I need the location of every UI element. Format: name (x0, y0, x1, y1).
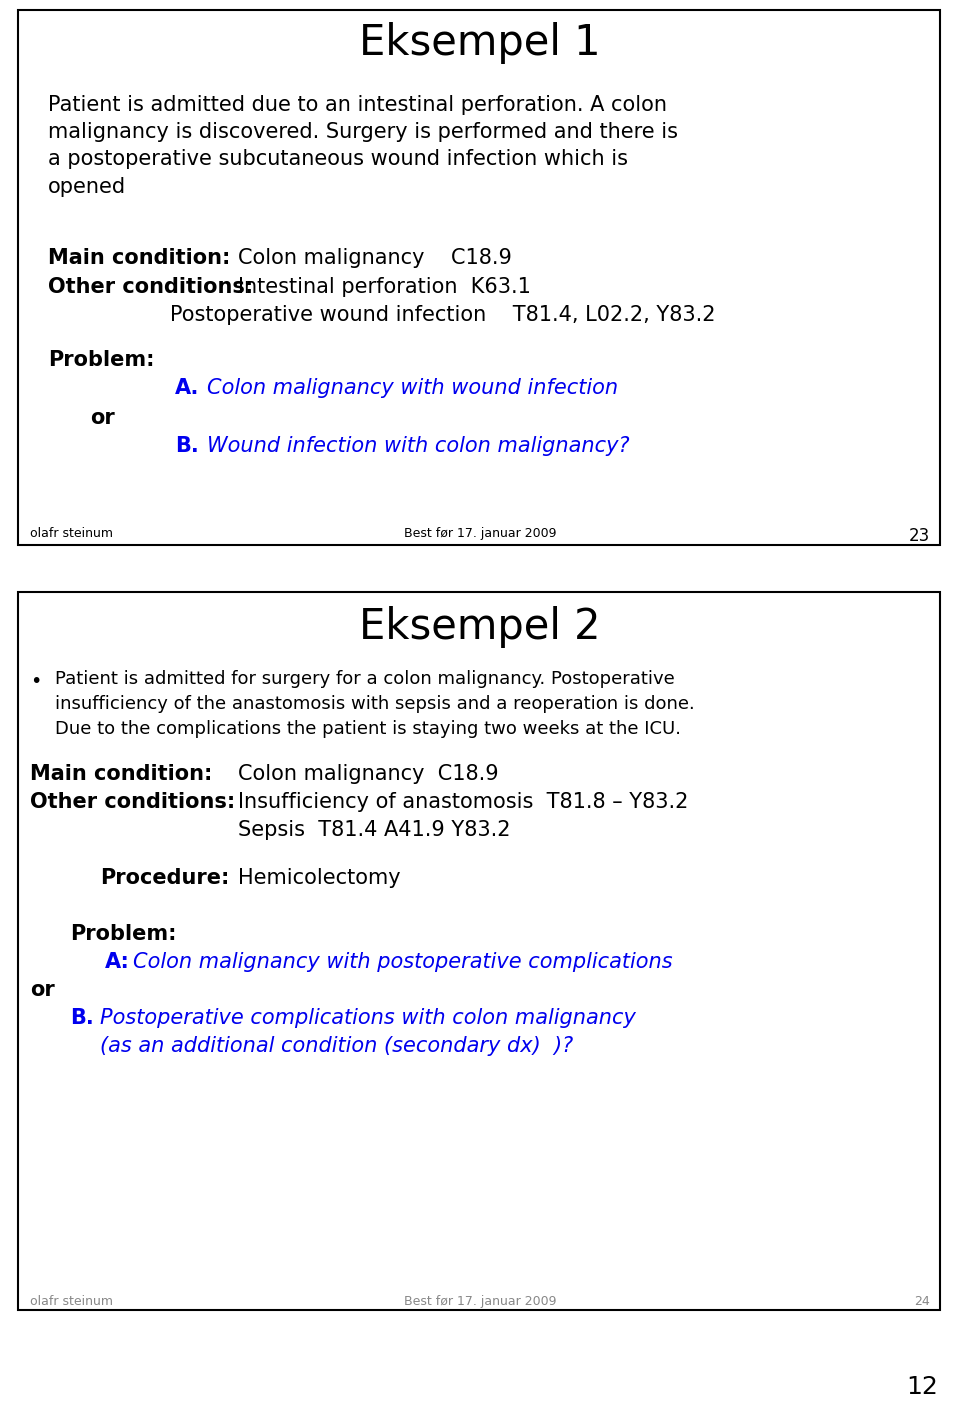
Text: 24: 24 (914, 1295, 930, 1309)
Text: Sepsis  T81.4 A41.9 Y83.2: Sepsis T81.4 A41.9 Y83.2 (238, 820, 511, 841)
Text: Postoperative complications with colon malignancy: Postoperative complications with colon m… (100, 1007, 636, 1028)
Text: Main condition:: Main condition: (48, 248, 230, 268)
Text: or: or (90, 408, 115, 427)
Text: A.: A. (175, 378, 200, 398)
Text: Best før 17. januar 2009: Best før 17. januar 2009 (404, 1295, 556, 1309)
Text: Patient is admitted due to an intestinal perforation. A colon
malignancy is disc: Patient is admitted due to an intestinal… (48, 95, 678, 196)
Text: (as an additional condition (secondary dx)  )?: (as an additional condition (secondary d… (100, 1035, 573, 1056)
Text: Postoperative wound infection    T81.4, L02.2, Y83.2: Postoperative wound infection T81.4, L02… (170, 305, 715, 325)
Text: B.: B. (70, 1007, 94, 1028)
Text: or: or (30, 981, 55, 1000)
Text: Hemicolectomy: Hemicolectomy (238, 869, 400, 888)
Text: Eksempel 1: Eksempel 1 (359, 22, 601, 64)
Text: Colon malignancy with wound infection: Colon malignancy with wound infection (207, 378, 618, 398)
Text: Problem:: Problem: (70, 925, 177, 944)
Text: Colon malignancy  C18.9: Colon malignancy C18.9 (238, 764, 498, 785)
Text: Patient is admitted for surgery for a colon malignancy. Postoperative
insufficie: Patient is admitted for surgery for a co… (55, 670, 695, 738)
Text: Wound infection with colon malignancy?: Wound infection with colon malignancy? (207, 436, 630, 455)
Text: Other conditions:: Other conditions: (48, 277, 253, 297)
FancyBboxPatch shape (18, 10, 940, 545)
Text: B.: B. (175, 436, 199, 455)
Text: Intestinal perforation  K63.1: Intestinal perforation K63.1 (238, 277, 531, 297)
Text: Best før 17. januar 2009: Best før 17. januar 2009 (404, 527, 556, 539)
Text: Main condition:: Main condition: (30, 764, 212, 785)
Text: •: • (30, 672, 41, 691)
Text: Colon malignancy with postoperative complications: Colon malignancy with postoperative comp… (133, 953, 673, 972)
Text: Insufficiency of anastomosis  T81.8 – Y83.2: Insufficiency of anastomosis T81.8 – Y83… (238, 792, 688, 813)
Text: Other conditions:: Other conditions: (30, 792, 235, 813)
Text: Colon malignancy    C18.9: Colon malignancy C18.9 (238, 248, 512, 268)
Text: Procedure:: Procedure: (100, 869, 229, 888)
FancyBboxPatch shape (18, 593, 940, 1310)
Text: 23: 23 (909, 527, 930, 545)
Text: Problem:: Problem: (48, 350, 155, 370)
Text: A:: A: (105, 953, 130, 972)
Text: olafr steinum: olafr steinum (30, 1295, 113, 1309)
Text: olafr steinum: olafr steinum (30, 527, 113, 539)
Text: Eksempel 2: Eksempel 2 (359, 607, 601, 649)
Text: 12: 12 (906, 1374, 938, 1400)
